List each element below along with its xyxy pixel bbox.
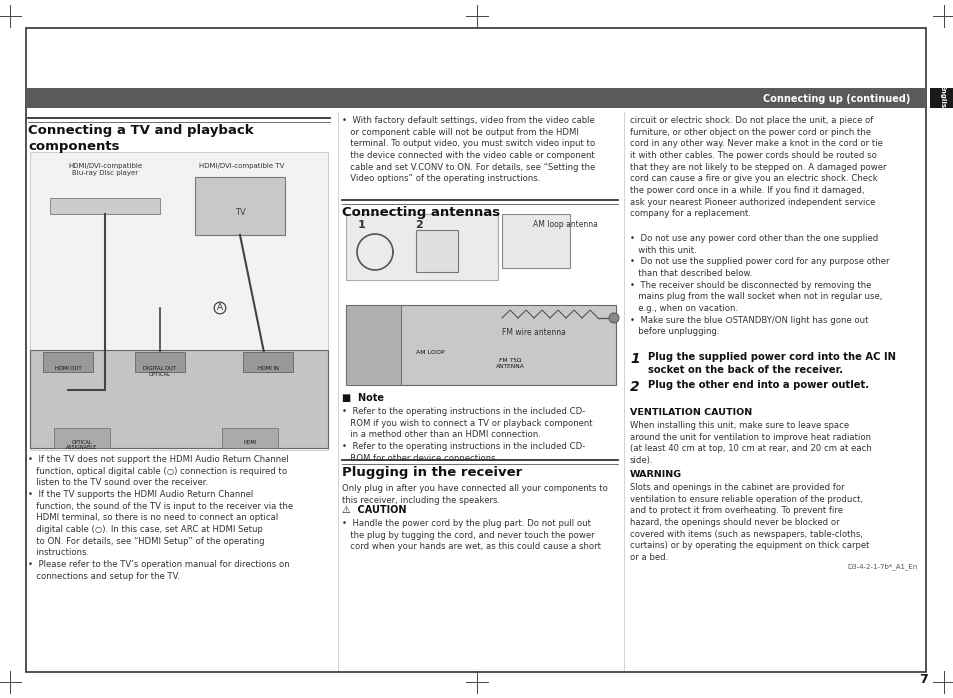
Text: FM wire antenna: FM wire antenna: [501, 328, 565, 337]
Text: Plugging in the receiver: Plugging in the receiver: [341, 466, 521, 479]
Text: •  If the TV does not support the HDMI Audio Return Channel
   function, optical: • If the TV does not support the HDMI Au…: [28, 455, 293, 581]
Bar: [346, 305, 616, 385]
Bar: [26, 88, 925, 108]
Bar: [30, 350, 328, 448]
Circle shape: [608, 313, 618, 323]
Text: Plug the other end into a power outlet.: Plug the other end into a power outlet.: [647, 380, 868, 390]
Bar: [135, 352, 185, 372]
Text: HDMI/DVI-compatible TV: HDMI/DVI-compatible TV: [199, 163, 284, 169]
Text: Connecting a TV and playback
components: Connecting a TV and playback components: [28, 124, 253, 153]
Bar: [501, 214, 569, 268]
Bar: [30, 152, 328, 450]
Text: 2: 2: [415, 220, 422, 230]
Text: ⚠  CAUTION: ⚠ CAUTION: [341, 505, 406, 515]
Bar: [194, 177, 285, 235]
Text: Connecting antennas: Connecting antennas: [341, 206, 499, 219]
Text: HDMI OUT: HDMI OUT: [54, 366, 81, 371]
Text: •  Do not use any power cord other than the one supplied
   with this unit.
•  D: • Do not use any power cord other than t…: [629, 234, 888, 336]
Bar: [50, 198, 160, 214]
Text: A: A: [216, 304, 223, 313]
Text: 7: 7: [919, 673, 927, 686]
Bar: [346, 305, 400, 385]
Text: 1: 1: [357, 220, 365, 230]
Text: ■  Note: ■ Note: [341, 393, 384, 403]
Text: When installing this unit, make sure to leave space
around the unit for ventilat: When installing this unit, make sure to …: [629, 421, 871, 465]
Text: Slots and openings in the cabinet are provided for
ventilation to ensure reliabl: Slots and openings in the cabinet are pr…: [629, 483, 868, 562]
Text: Plug the supplied power cord into the AC IN
socket on the back of the receiver.: Plug the supplied power cord into the AC…: [647, 352, 895, 375]
Bar: [929, 88, 953, 108]
Text: HDMI/DVI-compatible
Blu-ray Disc player: HDMI/DVI-compatible Blu-ray Disc player: [68, 163, 142, 177]
Text: TV: TV: [234, 208, 245, 217]
Text: OPTICAL
ASSIGNABLE: OPTICAL ASSIGNABLE: [67, 440, 97, 450]
Bar: [243, 352, 293, 372]
Text: AM loop antenna: AM loop antenna: [533, 220, 598, 229]
Bar: [416, 230, 457, 272]
Text: Only plug in after you have connected all your components to
this receiver, incl: Only plug in after you have connected al…: [341, 484, 607, 505]
Text: •  With factory default settings, video from the video cable
   or component cab: • With factory default settings, video f…: [341, 116, 595, 184]
Text: Connecting up (continued): Connecting up (continued): [761, 94, 909, 104]
Bar: [43, 352, 92, 372]
Text: HDMI: HDMI: [243, 440, 256, 445]
Text: •  Refer to the operating instructions in the included CD-
   ROM if you wish to: • Refer to the operating instructions in…: [341, 407, 592, 463]
Text: DIGITAL OUT
OPTICAL: DIGITAL OUT OPTICAL: [143, 366, 176, 377]
Text: D3-4-2-1-7b*_A1_En: D3-4-2-1-7b*_A1_En: [846, 563, 917, 570]
Bar: [54, 428, 110, 448]
Text: FM 75Ω
ANTENNA: FM 75Ω ANTENNA: [496, 358, 524, 369]
Text: VENTILATION CAUTION: VENTILATION CAUTION: [629, 408, 752, 417]
Text: WARNING: WARNING: [629, 470, 681, 479]
Text: 2: 2: [629, 380, 639, 394]
Text: AM LOOP: AM LOOP: [416, 350, 444, 355]
Bar: [346, 214, 497, 280]
Text: HDMI IN: HDMI IN: [257, 366, 278, 371]
Text: •  Handle the power cord by the plug part. Do not pull out
   the plug by tuggin: • Handle the power cord by the plug part…: [341, 519, 600, 551]
Bar: [222, 428, 277, 448]
Text: circuit or electric shock. Do not place the unit, a piece of
furniture, or other: circuit or electric shock. Do not place …: [629, 116, 885, 218]
Text: English: English: [938, 84, 944, 114]
Text: 1: 1: [629, 352, 639, 366]
